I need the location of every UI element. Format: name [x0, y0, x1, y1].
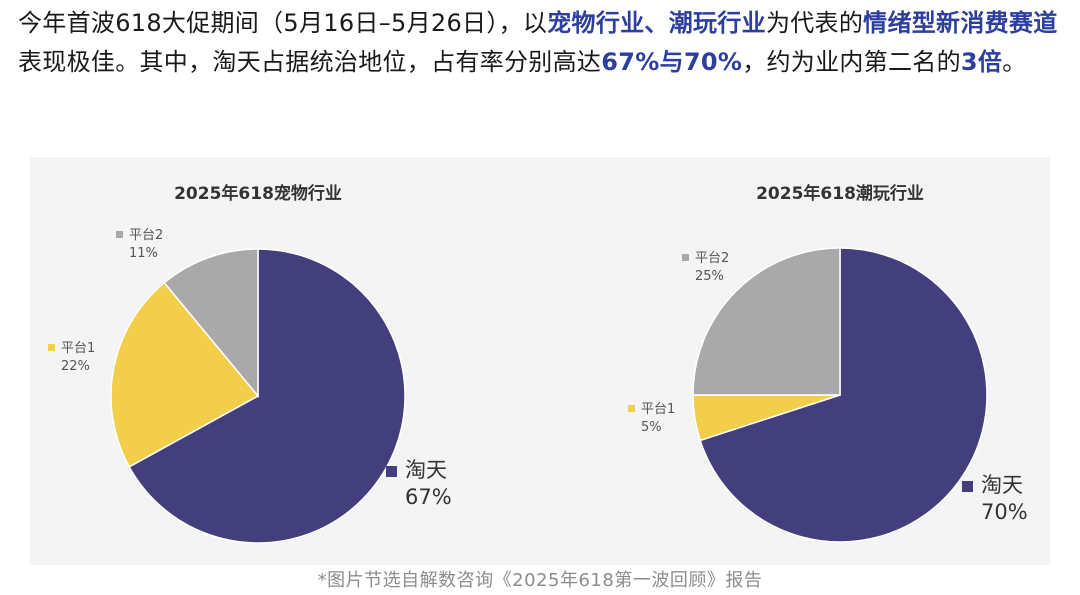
intro-paragraph: 今年首波618大促期间（5月16日–5月26日），以宠物行业、潮玩行业为代表的情…	[18, 4, 1068, 82]
intro-text-5: 。	[1002, 48, 1027, 76]
slice-name-toy-taotian: 淘天	[981, 473, 1023, 497]
chart-title-pet: 2025年618宠物行业	[174, 183, 342, 204]
slice-label-toy-taotian: 淘天 70%	[962, 473, 1028, 524]
figure-caption: *图片节选自解数咨询《2025年618第一波回顾》报告	[317, 570, 763, 591]
slice-value-toy-platform2: 25%	[695, 269, 724, 284]
chart-title-toy: 2025年618潮玩行业	[756, 183, 924, 204]
slice-label-pet-taotian: 淘天 67%	[386, 458, 452, 509]
slice-name-pet-platform1: 平台1	[61, 341, 95, 356]
legend-marker-toy-taotian	[962, 481, 973, 492]
slice-name-toy-platform1: 平台1	[641, 402, 675, 417]
intro-text-4: ，约为业内第二名的	[742, 48, 961, 76]
legend-marker-pet-platform2	[116, 231, 123, 238]
intro-text-2: 为代表的	[765, 9, 864, 37]
slice-value-pet-taotian: 67%	[405, 485, 452, 509]
slice-name-pet-taotian: 淘天	[405, 458, 447, 482]
pie-charts: 2025年618宠物行业淘天67%平台122%平台211%2025年618潮玩行…	[48, 183, 1028, 544]
slice-value-pet-platform1: 22%	[61, 359, 90, 374]
pie-slice-toy-taotian	[699, 247, 988, 543]
intro-highlight-share: 67%与70%	[601, 48, 743, 76]
pie-slice-toy-platform2	[692, 247, 841, 396]
legend-marker-toy-platform2	[682, 254, 689, 261]
slice-value-toy-platform1: 5%	[641, 420, 662, 435]
slice-name-toy-platform2: 平台2	[695, 251, 729, 266]
pie-slice-pet-taotian	[128, 248, 406, 544]
intro-highlight-multiple: 3倍	[960, 48, 1003, 76]
legend-marker-pet-taotian	[386, 466, 397, 477]
intro-highlight-industries: 宠物行业、潮玩行业	[547, 9, 766, 37]
slice-value-pet-platform2: 11%	[129, 246, 158, 261]
intro-text-1: 今年首波618大促期间（5月16日–5月26日），以	[18, 9, 548, 37]
pie-slice-pet-platform2	[163, 248, 259, 399]
report-figure: 2025年618宠物行业 淘天 67% 平台1 22% 平台2 11% 2025年618潮玩行…	[30, 157, 1050, 565]
legend-marker-pet-platform1	[48, 344, 55, 351]
legend-marker-toy-platform1	[628, 405, 635, 412]
slice-value-toy-taotian: 70%	[981, 500, 1028, 524]
slice-name-pet-platform2: 平台2	[129, 228, 163, 243]
pie-slice-pet-platform1	[110, 281, 260, 468]
intro-highlight-track: 情绪型新消费赛道	[863, 9, 1058, 37]
intro-text-3: 表现极佳。其中，淘天占据统治地位，占有率分别高达	[18, 48, 602, 76]
